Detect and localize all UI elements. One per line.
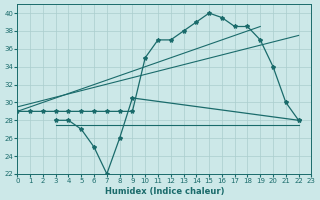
X-axis label: Humidex (Indice chaleur): Humidex (Indice chaleur) [105, 187, 224, 196]
